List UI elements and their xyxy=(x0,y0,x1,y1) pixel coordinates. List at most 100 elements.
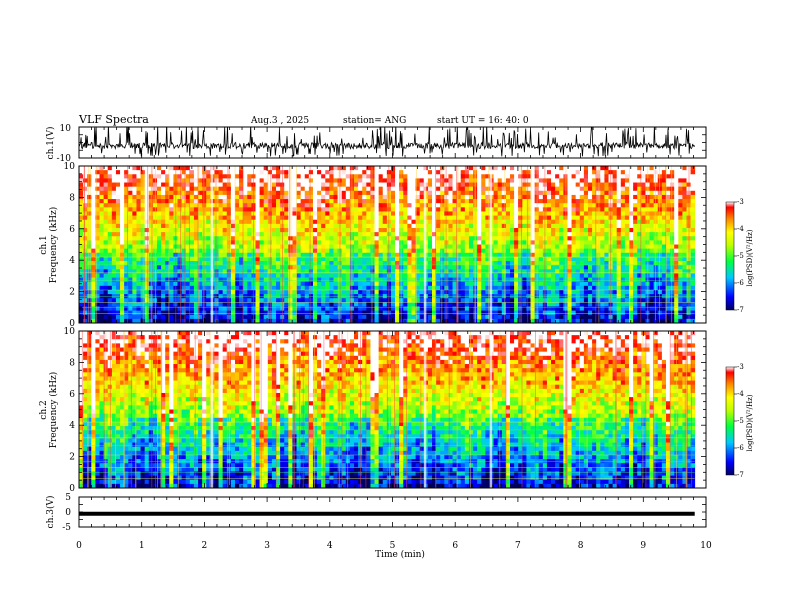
spectrogram-cell xyxy=(264,269,269,274)
spectrogram-cell xyxy=(157,203,162,208)
spectrogram-cell xyxy=(100,199,105,204)
spectrogram-cell xyxy=(584,199,589,204)
spectrogram-cell xyxy=(514,249,519,254)
spectrogram-cell xyxy=(596,311,601,316)
spectrogram-cell xyxy=(120,199,125,204)
spectrogram-cell xyxy=(481,273,486,278)
spectrogram-cell xyxy=(272,228,277,233)
spectrogram-cell xyxy=(506,315,511,320)
spectrogram-cell xyxy=(272,220,277,225)
spectrogram-cell xyxy=(120,253,125,258)
spectrogram-cell xyxy=(91,191,96,196)
spectrogram-cell xyxy=(169,249,174,254)
spectrogram-cell xyxy=(604,216,609,221)
spectrogram-cell xyxy=(506,290,511,295)
spectrogram-cell xyxy=(379,191,384,196)
spectrogram-cell xyxy=(342,178,347,183)
spectrogram-cell xyxy=(420,224,425,229)
spectrogram-cell xyxy=(498,203,503,208)
spectrogram-cell xyxy=(124,273,128,278)
spectrogram-cell xyxy=(325,273,330,278)
spectrogram-cell xyxy=(411,216,416,221)
spectrogram-cell xyxy=(391,298,396,303)
spectrogram-cell xyxy=(87,257,92,262)
spectrogram-cell xyxy=(325,178,330,183)
spectrogram-cell xyxy=(190,302,195,307)
spectrogram-cell xyxy=(276,178,281,183)
spectrogram-cell xyxy=(100,249,105,254)
spectrogram-cell xyxy=(440,232,445,237)
spectrogram-cell xyxy=(190,315,195,320)
spectrogram-cell xyxy=(264,257,269,262)
spectrogram-cell xyxy=(313,249,318,254)
spectrogram-cell xyxy=(136,187,141,192)
spectrogram-cell xyxy=(391,191,396,196)
spectrogram-cell xyxy=(510,265,515,270)
spectrogram-cell xyxy=(436,187,441,192)
spectrogram-cell xyxy=(502,216,507,221)
spectrogram-cell xyxy=(313,174,318,179)
spectrogram-cell xyxy=(124,253,128,258)
spectrogram-cell xyxy=(223,211,228,216)
spectrogram-cell xyxy=(502,191,507,196)
spectrogram-cell xyxy=(465,265,470,270)
spectrogram-cell xyxy=(132,178,137,183)
spectrogram-cell xyxy=(104,199,109,204)
spectrogram-cell xyxy=(145,311,150,316)
spectrogram-cell xyxy=(161,245,166,250)
spectrogram-cell xyxy=(276,311,281,316)
spectrogram-cell xyxy=(547,302,552,307)
spectrogram-cell xyxy=(498,311,503,316)
spectrogram-cell xyxy=(83,187,88,192)
spectrogram-cell xyxy=(559,174,564,179)
spectrogram-cell xyxy=(600,236,605,241)
spectrogram-cell xyxy=(219,282,224,287)
spectrogram-cell xyxy=(108,220,113,225)
spectrogram-cell xyxy=(157,170,162,175)
spectrogram-cell xyxy=(444,224,449,229)
spectrogram-cell xyxy=(362,170,367,175)
spectrogram-cell xyxy=(567,253,572,258)
spectrogram-cell xyxy=(485,286,490,291)
spectrogram-cell xyxy=(494,282,499,287)
spectrogram-cell xyxy=(567,273,572,278)
spectrogram-cell xyxy=(190,199,195,204)
spectrogram-cell xyxy=(506,166,511,171)
spectrogram-cell xyxy=(494,311,499,316)
spectrogram-cell xyxy=(370,195,375,200)
spectrogram-cell xyxy=(613,290,618,295)
spectrogram-cell xyxy=(284,257,289,262)
spectrogram-cell xyxy=(116,232,121,237)
spectrogram-cell xyxy=(145,286,150,291)
spectrogram-cell xyxy=(465,240,470,245)
spectrogram-cell xyxy=(518,178,523,183)
spectrogram-cell xyxy=(95,265,100,270)
spectrogram-cell xyxy=(116,228,121,233)
spectrogram-cell xyxy=(136,170,141,175)
spectrogram-cell xyxy=(243,273,248,278)
spectrogram-cell xyxy=(161,183,166,188)
spectrogram-cell xyxy=(584,282,589,287)
spectrogram-cell xyxy=(202,195,207,200)
spectrogram-cell xyxy=(124,203,128,208)
spectrogram-cell xyxy=(284,253,289,258)
spectrogram-cell xyxy=(243,265,248,270)
spectrogram-cell xyxy=(407,166,412,171)
spectrogram-cell xyxy=(539,195,544,200)
spectrogram-cell xyxy=(329,211,334,216)
spectrogram-cell xyxy=(604,224,609,229)
spectrogram-cell xyxy=(95,203,100,208)
spectrogram-cell xyxy=(362,166,367,171)
spectrogram-cell xyxy=(178,191,183,196)
spectrogram-cell xyxy=(247,236,252,241)
spectrogram-cell xyxy=(485,278,490,283)
spectrogram-cell xyxy=(613,257,618,262)
spectrogram-cell xyxy=(190,224,195,229)
spectrogram-cell xyxy=(502,240,507,245)
spectrogram-cell xyxy=(264,211,269,216)
spectrogram-cell xyxy=(235,216,240,221)
spectrogram-cell xyxy=(494,187,499,192)
spectrogram-cell xyxy=(485,183,490,188)
spectrogram-cell xyxy=(403,232,408,237)
spectrogram-cell xyxy=(436,269,441,274)
